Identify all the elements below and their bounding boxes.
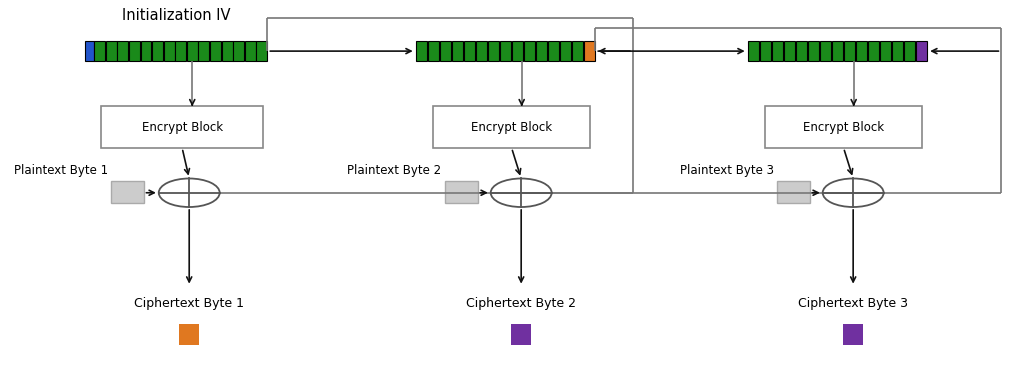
Bar [475, 41, 487, 61]
Bar [777, 181, 809, 203]
Bar [175, 41, 186, 61]
Bar [535, 41, 548, 61]
Bar [187, 41, 197, 61]
Text: Initialization IV: Initialization IV [122, 8, 230, 23]
Bar [904, 41, 915, 61]
Bar [464, 41, 475, 61]
Bar [84, 41, 94, 61]
Bar [500, 41, 511, 61]
Bar [880, 41, 891, 61]
Bar [210, 41, 221, 61]
Bar [106, 41, 117, 61]
Bar [524, 41, 535, 61]
Bar [819, 41, 831, 61]
Bar [560, 41, 571, 61]
Text: Ciphertext Byte 1: Ciphertext Byte 1 [134, 297, 244, 310]
Bar [433, 107, 590, 148]
Text: Plaintext Byte 3: Plaintext Byte 3 [680, 164, 774, 178]
Bar [844, 41, 855, 61]
Bar [233, 41, 244, 61]
Bar [428, 41, 439, 61]
Bar [832, 41, 843, 61]
Text: Encrypt Block: Encrypt Block [803, 121, 884, 133]
Bar [843, 324, 863, 345]
Bar [129, 41, 139, 61]
Text: Encrypt Block: Encrypt Block [142, 121, 223, 133]
Bar [164, 41, 175, 61]
Bar [584, 41, 596, 61]
Bar [257, 41, 268, 61]
Bar [445, 181, 477, 203]
Bar [759, 41, 771, 61]
Bar [868, 41, 880, 61]
Bar [415, 41, 427, 61]
Bar [245, 41, 256, 61]
Bar [199, 41, 210, 61]
Bar [452, 41, 463, 61]
Bar [572, 41, 583, 61]
Bar [179, 324, 200, 345]
Bar [511, 324, 531, 345]
Bar [856, 41, 867, 61]
Bar [772, 41, 783, 61]
Text: Ciphertext Byte 3: Ciphertext Byte 3 [798, 297, 908, 310]
Bar [892, 41, 903, 61]
Bar [796, 41, 807, 61]
Bar [916, 41, 927, 61]
Text: Plaintext Byte 1: Plaintext Byte 1 [13, 164, 108, 178]
Bar [512, 41, 523, 61]
Bar [747, 41, 758, 61]
Bar [548, 41, 559, 61]
Text: Plaintext Byte 2: Plaintext Byte 2 [346, 164, 441, 178]
Bar [440, 41, 451, 61]
Bar [94, 41, 105, 61]
Bar [152, 41, 163, 61]
Bar [111, 181, 144, 203]
Bar [140, 41, 152, 61]
Text: Encrypt Block: Encrypt Block [471, 121, 552, 133]
Bar [117, 41, 128, 61]
Bar [488, 41, 499, 61]
Bar [101, 107, 264, 148]
Bar [807, 41, 819, 61]
Text: Ciphertext Byte 2: Ciphertext Byte 2 [466, 297, 576, 310]
Bar [765, 107, 922, 148]
Bar [222, 41, 232, 61]
Bar [784, 41, 795, 61]
